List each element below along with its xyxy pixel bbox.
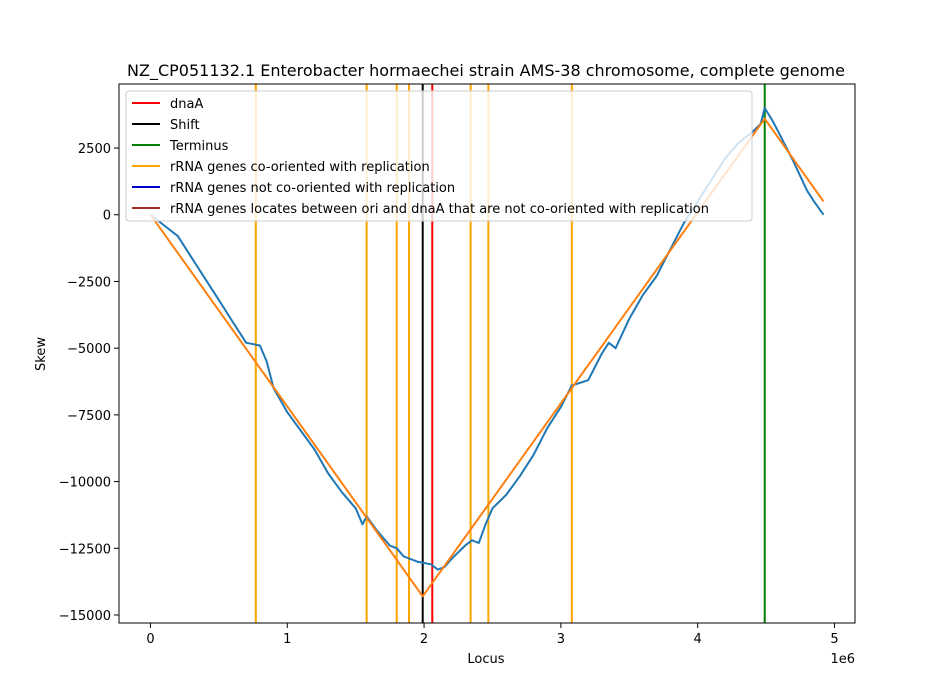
- legend-label-1: Shift: [170, 118, 200, 133]
- y-axis: 2500 0 −2500 −5000 −7500 −10000 −12500 −15000: [59, 142, 119, 624]
- y-tick-label-5: −10000: [59, 476, 111, 491]
- plot-frame: [118, 83, 856, 624]
- legend-box: [125, 90, 753, 222]
- y-tick-label-0: 2500: [78, 142, 111, 157]
- legend: dnaA Shift Terminus rRNA genes co-oriented …: [125, 90, 753, 222]
- series-line-fit: [149, 117, 825, 598]
- y-tick-label-6: −12500: [59, 542, 111, 557]
- y-axis-label: Skew: [34, 337, 49, 371]
- x-offset-label: 1e6: [830, 652, 855, 667]
- x-axis: 0 1 2 3 4 5: [146, 623, 839, 647]
- chart-title: NZ_CP051132.1 Enterobacter hormaechei st…: [127, 61, 845, 81]
- y-tick-label-2: −2500: [67, 275, 111, 290]
- x-tick-label-3: 3: [557, 632, 565, 647]
- x-tick-label-5: 5: [830, 632, 838, 647]
- x-tick-label-1: 1: [283, 632, 291, 647]
- y-tick-label-4: −7500: [67, 409, 111, 424]
- x-tick-label-0: 0: [146, 632, 154, 647]
- y-tick-label-3: −5000: [67, 342, 111, 357]
- y-tick-label-7: −15000: [59, 609, 111, 624]
- legend-label-3: rRNA genes co-oriented with replication: [170, 160, 430, 175]
- legend-label-0: dnaA: [170, 97, 203, 112]
- x-axis-label: Locus: [467, 652, 504, 667]
- x-tick-label-2: 2: [420, 632, 428, 647]
- y-tick-label-1: 0: [103, 209, 111, 224]
- legend-label-4: rRNA genes not co-oriented with replicat…: [170, 181, 455, 196]
- legend-label-5: rRNA genes locates between ori and dnaA …: [170, 202, 709, 217]
- legend-label-2: Terminus: [169, 139, 229, 154]
- x-tick-label-4: 4: [694, 632, 702, 647]
